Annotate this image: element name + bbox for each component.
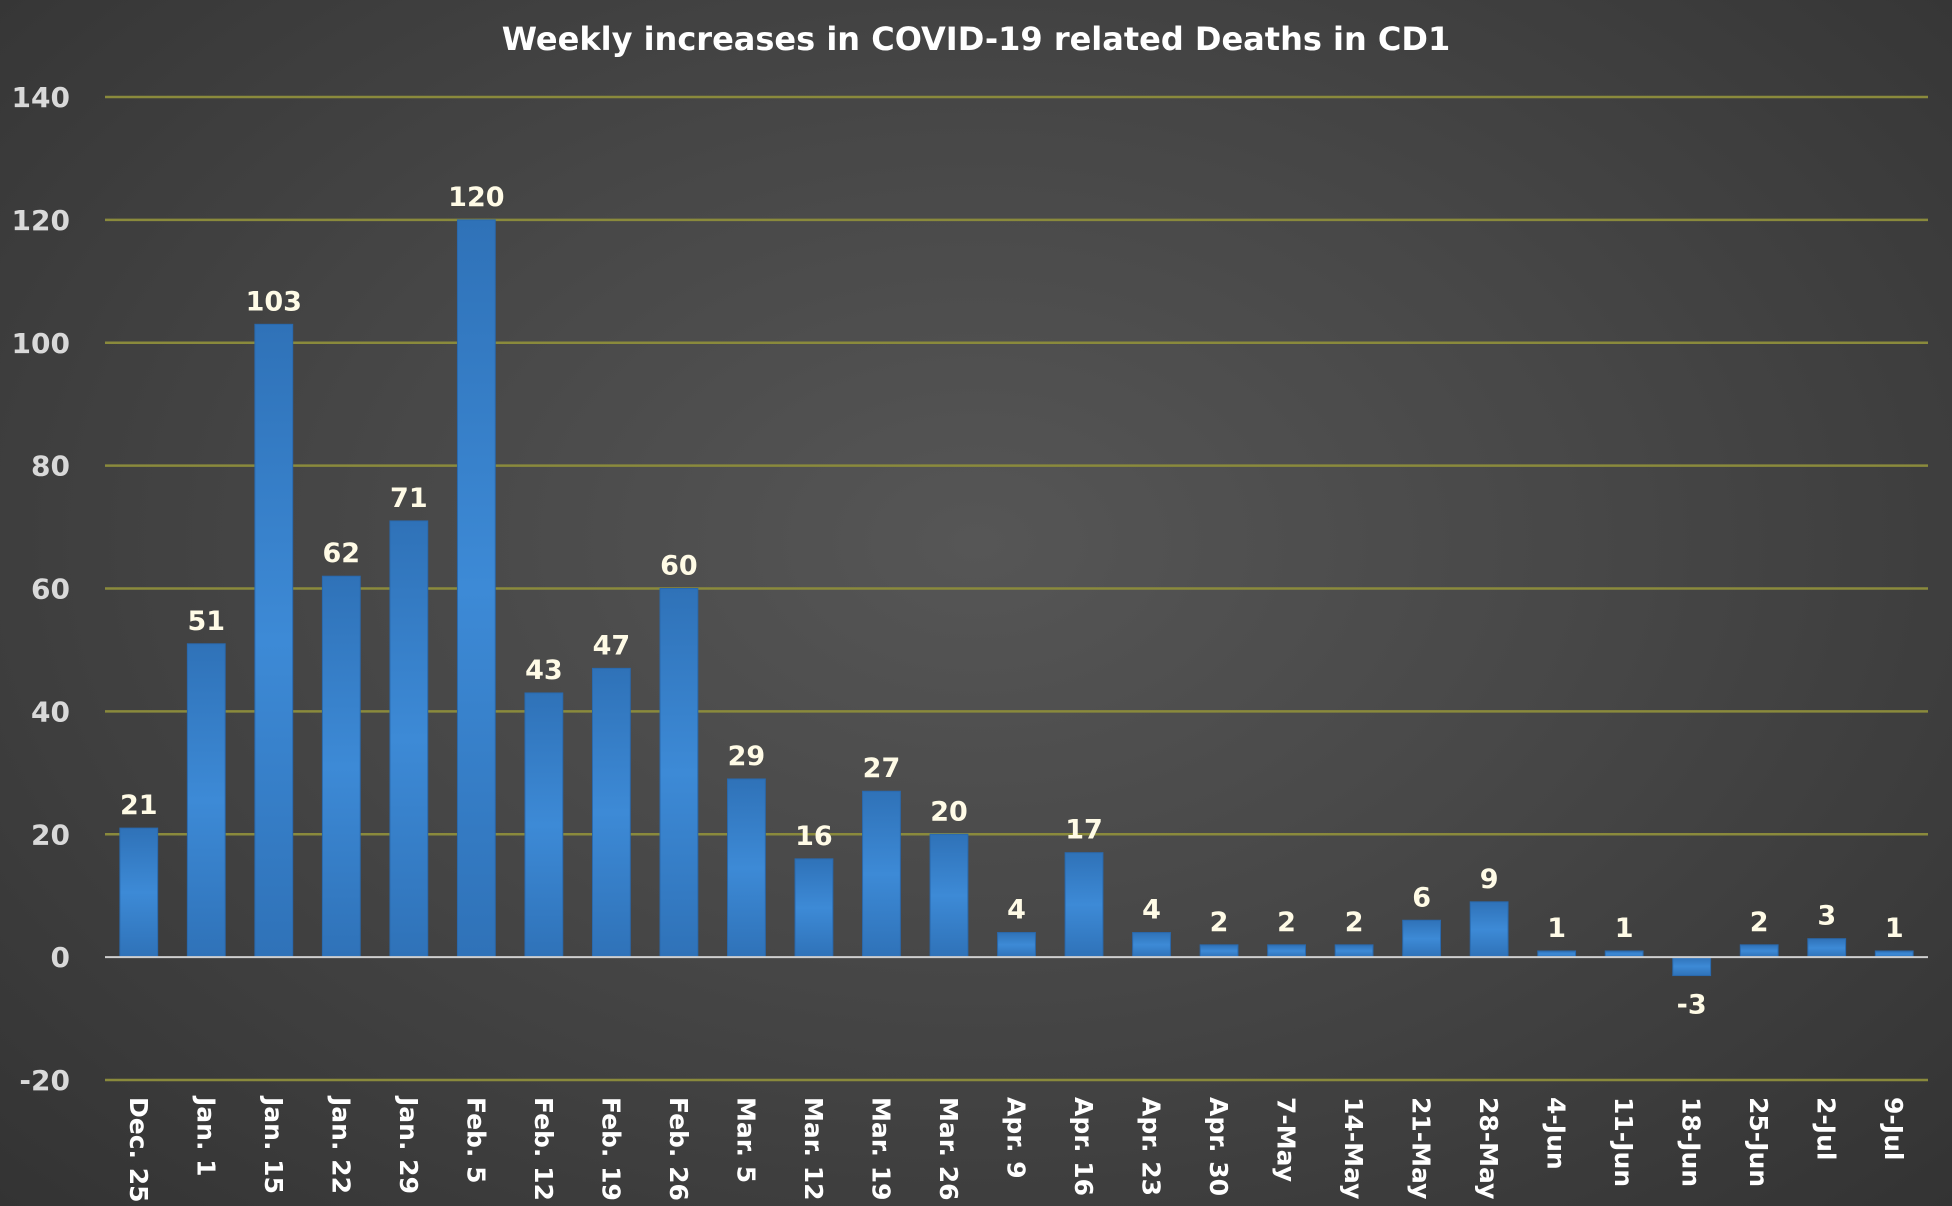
y-tick-label: 40	[31, 695, 70, 728]
x-tick-label: Mar. 12	[799, 1097, 828, 1201]
x-tick-label: 7-May	[1272, 1097, 1301, 1182]
x-tick-label: 14-May	[1339, 1097, 1368, 1199]
x-axis-ticks: Dec. 25 Jan. 1 Jan. 15 Jan. 22 Jan. 29 Feb. 5…	[124, 1095, 1908, 1203]
x-tick-label: 4-Jun	[1542, 1097, 1571, 1170]
data-label: 2	[1210, 907, 1229, 938]
bar	[727, 778, 766, 958]
bar	[659, 588, 699, 958]
y-tick-label: 0	[51, 941, 70, 974]
x-tick-label: Apr. 16	[1069, 1097, 1098, 1196]
bar	[389, 520, 429, 958]
x-tick-label: Mar. 19	[866, 1097, 895, 1201]
data-label: 9	[1480, 864, 1499, 895]
bar	[862, 790, 901, 958]
bar	[1402, 919, 1442, 958]
bar	[591, 667, 631, 958]
data-label: 2	[1277, 907, 1296, 938]
x-tick-label: Dec. 25	[124, 1097, 153, 1203]
x-tick-label: Jan. 29	[394, 1095, 423, 1194]
bar	[997, 932, 1036, 958]
x-tick-label: Mar. 5	[731, 1097, 760, 1183]
bar	[1267, 944, 1306, 958]
x-tick-label: 9-Jul	[1879, 1097, 1908, 1160]
data-label: 4	[1142, 895, 1161, 926]
x-tick-label: Jan. 15	[259, 1095, 288, 1194]
bar	[254, 323, 294, 958]
bar	[1672, 956, 1712, 977]
data-label: 16	[795, 821, 833, 852]
data-label: 21	[120, 790, 158, 821]
data-label: 47	[593, 630, 631, 661]
x-tick-label: Jan. 22	[326, 1095, 355, 1194]
y-tick-label: 20	[31, 818, 70, 851]
data-label: 60	[660, 551, 698, 582]
data-label: 29	[728, 741, 766, 772]
y-tick-label: -20	[19, 1064, 70, 1097]
x-tick-label: 2-Jul	[1812, 1097, 1841, 1160]
x-tick-label: 18-Jun	[1677, 1097, 1706, 1187]
bar	[1064, 852, 1104, 958]
bar	[929, 833, 969, 958]
bar	[119, 827, 159, 958]
x-tick-label: Apr. 23	[1137, 1097, 1166, 1196]
data-label: 51	[187, 606, 225, 637]
bar	[1132, 932, 1171, 958]
data-label: 17	[1065, 815, 1103, 846]
y-tick-label: 100	[12, 327, 70, 360]
bars	[119, 219, 1914, 977]
chart-title: Weekly increases in COVID-19 related Dea…	[502, 20, 1450, 58]
data-label: 71	[390, 483, 428, 514]
x-tick-label: 11-Jun	[1609, 1097, 1638, 1187]
bar	[1469, 901, 1509, 958]
y-tick-label: 80	[31, 450, 70, 483]
x-tick-label: 25-Jun	[1744, 1097, 1773, 1187]
bar	[794, 858, 834, 958]
bar	[1334, 944, 1374, 958]
x-tick-label: Apr. 30	[1204, 1097, 1233, 1196]
data-label: 103	[246, 286, 302, 317]
x-tick-label: Feb. 26	[664, 1097, 693, 1201]
y-tick-label: 140	[12, 81, 70, 114]
x-tick-label: Apr. 9	[1002, 1097, 1031, 1179]
data-label: -3	[1677, 990, 1707, 1021]
x-tick-label: Feb. 5	[461, 1097, 490, 1184]
data-label: 20	[930, 796, 968, 827]
data-label: 43	[525, 655, 563, 686]
x-tick-label: Jan. 1	[191, 1095, 220, 1177]
bar	[524, 692, 564, 958]
data-label: 1	[1547, 913, 1566, 944]
bar	[1807, 938, 1847, 958]
data-label: 2	[1345, 907, 1364, 938]
bar	[1199, 944, 1239, 958]
data-label: 27	[863, 753, 901, 784]
data-label: 62	[323, 538, 361, 569]
data-label: 6	[1412, 882, 1431, 913]
data-label: 120	[448, 182, 504, 213]
data-label: 2	[1750, 907, 1769, 938]
bar	[321, 575, 361, 958]
bar	[456, 219, 496, 958]
y-tick-label: 60	[31, 573, 70, 606]
bar	[1739, 944, 1779, 958]
x-tick-label: Mar. 26	[934, 1097, 963, 1201]
data-label: 4	[1007, 895, 1026, 926]
x-tick-label: 28-May	[1474, 1097, 1503, 1199]
x-tick-label: Feb. 19	[596, 1097, 625, 1201]
x-tick-label: Feb. 12	[529, 1097, 558, 1201]
y-tick-label: 120	[12, 204, 70, 237]
y-axis-ticks: -20 0 20 40 60 80 100 120 140	[12, 81, 70, 1097]
data-label: 3	[1817, 901, 1836, 932]
data-label: 1	[1885, 913, 1904, 944]
bar	[186, 643, 226, 958]
x-tick-label: 21-May	[1407, 1097, 1436, 1199]
data-label: 1	[1615, 913, 1634, 944]
